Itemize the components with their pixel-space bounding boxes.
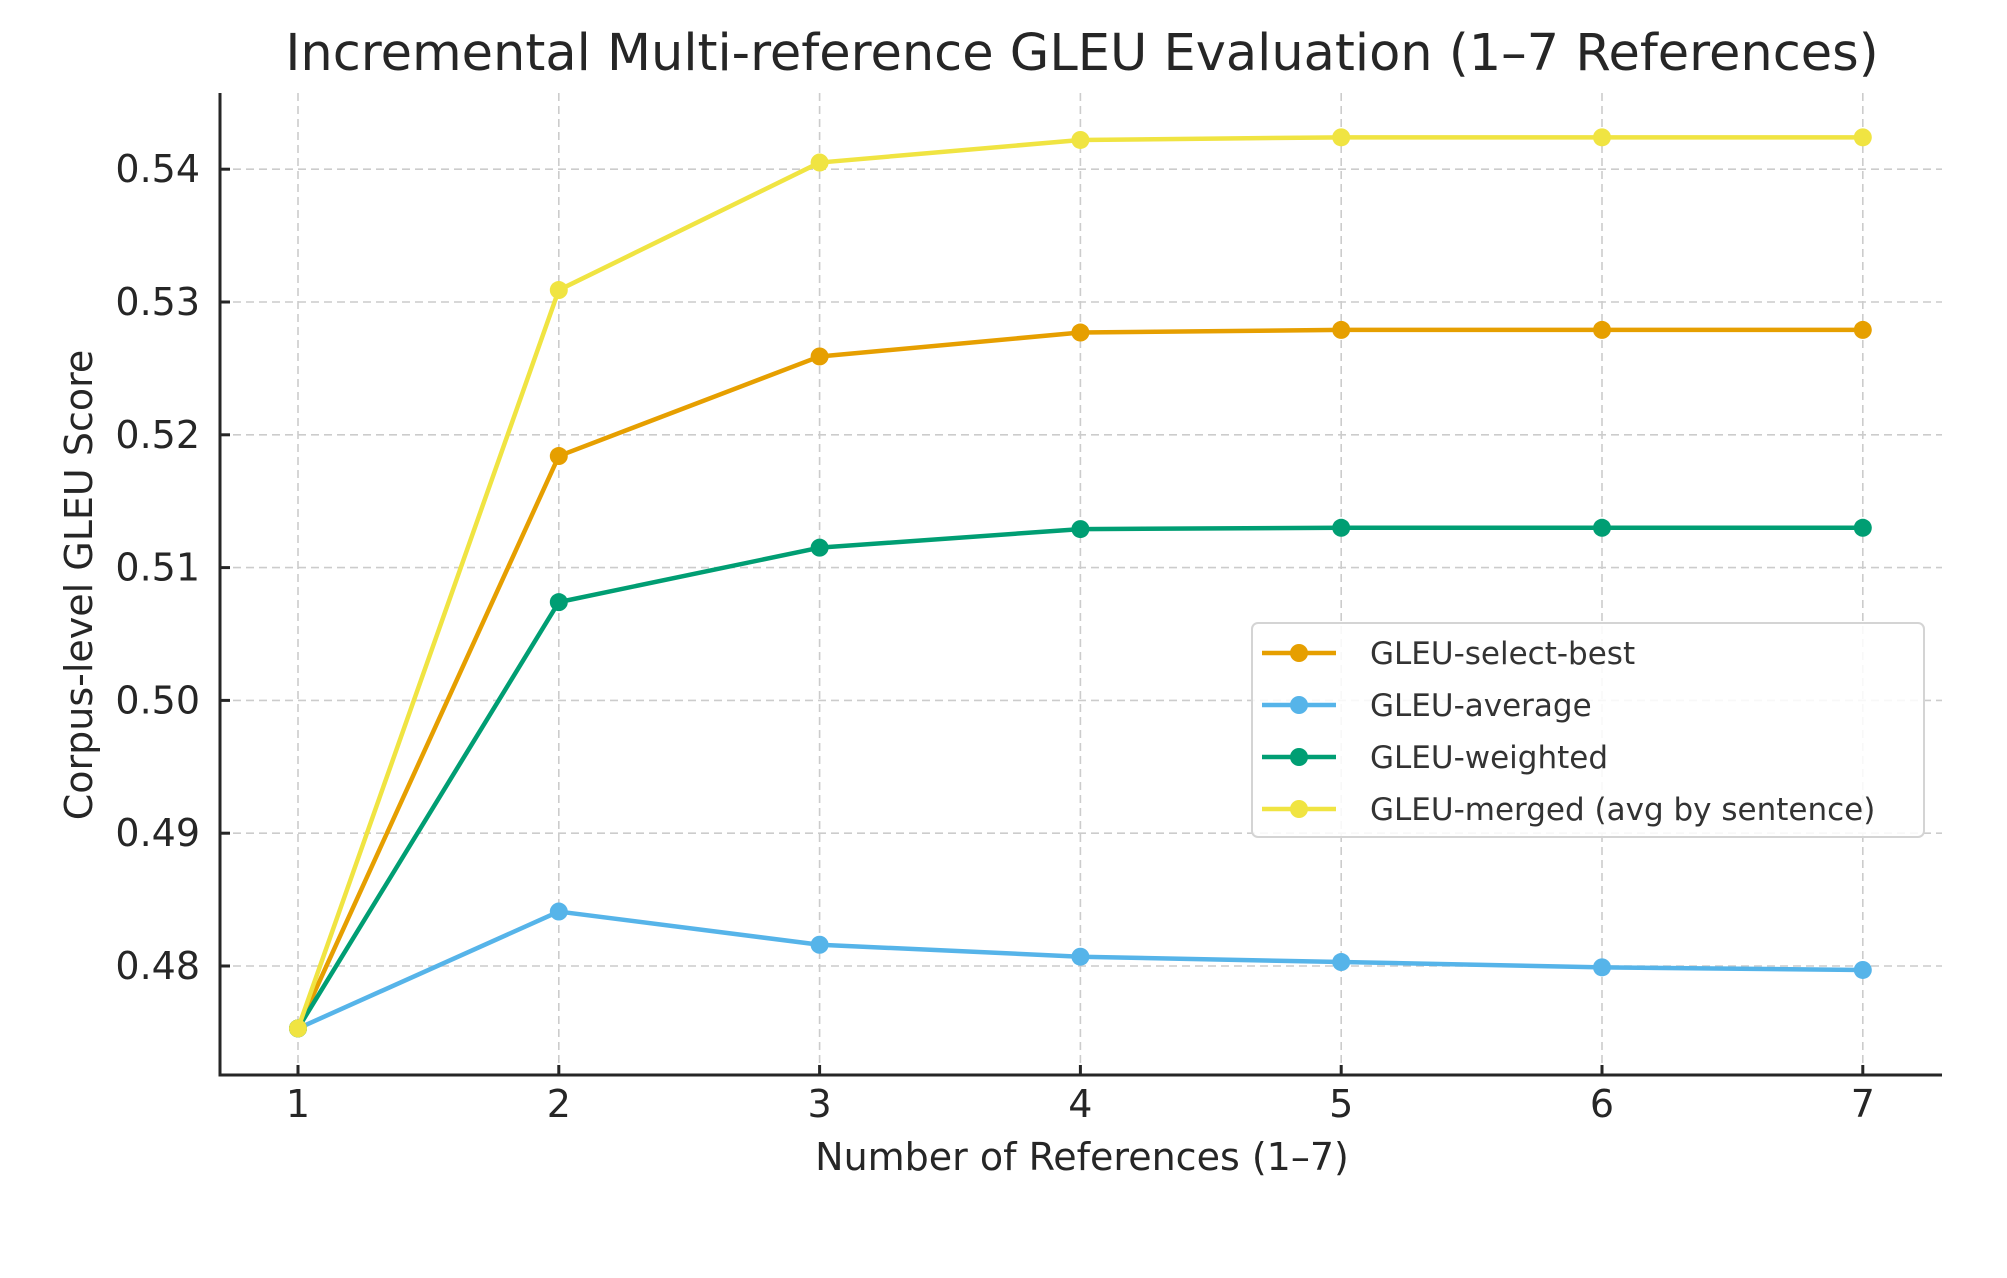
x-tick-label: 3	[808, 1082, 832, 1126]
data-point	[1332, 518, 1351, 537]
legend-marker-icon	[1290, 748, 1308, 766]
y-tick-label: 0.51	[115, 546, 200, 590]
ticks: 1 2 3 4 5 6 7 0.48 0.49 0.50 0.51 0.52 0.53 0.54	[115, 147, 1875, 1126]
data-point	[1071, 520, 1090, 539]
x-tick-label: 6	[1590, 1082, 1614, 1126]
data-point	[1593, 320, 1611, 339]
series-gleu-merged-avg-by-sentence	[289, 128, 1872, 1038]
series-line	[295, 135, 1863, 1030]
data-point	[810, 538, 829, 557]
legend-entry: GLEU-select-best	[1262, 636, 1635, 672]
legend-frame	[1251, 622, 1925, 838]
x-tick-label: 4	[1068, 1082, 1092, 1126]
legend-entry: GLEU-weighted	[1262, 740, 1608, 776]
data-point	[549, 902, 568, 921]
y-tick-label: 0.53	[115, 280, 200, 324]
data-point	[1853, 320, 1872, 339]
chart-title: Incremental Multi-reference GLEU Evaluat…	[285, 24, 1878, 83]
y-axis-label: Corpus-level GLEU Score	[57, 350, 101, 821]
legend: GLEU-select-best GLEU-average GLEU-weighte…	[1251, 622, 1925, 838]
x-tick-label: 2	[547, 1082, 571, 1126]
legend-marker-icon	[1290, 800, 1308, 818]
data-point	[1853, 518, 1872, 537]
data-point	[810, 347, 829, 366]
y-tick-label: 0.50	[115, 678, 200, 722]
data-point	[1071, 323, 1090, 342]
data-point	[1332, 128, 1351, 147]
legend-entry: GLEU-merged (avg by sentence)	[1262, 792, 1875, 828]
legend-marker-icon	[1290, 696, 1308, 714]
data-point	[1593, 518, 1611, 537]
data-point	[1593, 958, 1611, 977]
series-layer	[289, 128, 1872, 1038]
legend-label: GLEU-weighted	[1370, 740, 1608, 776]
data-point	[289, 1019, 307, 1038]
y-tick-label: 0.49	[115, 811, 200, 855]
legend-label: GLEU-merged (avg by sentence)	[1370, 792, 1875, 828]
y-tick-label: 0.48	[115, 944, 200, 988]
data-point	[1593, 128, 1611, 147]
data-point	[1071, 130, 1090, 149]
x-tick-label: 1	[286, 1082, 310, 1126]
data-point	[549, 593, 568, 612]
data-point	[1332, 953, 1351, 972]
data-point	[549, 281, 568, 300]
legend-label: GLEU-select-best	[1370, 636, 1635, 672]
data-point	[1853, 128, 1872, 147]
series-gleu-weighted	[289, 518, 1872, 1038]
legend-entry: GLEU-average	[1262, 688, 1592, 724]
y-tick-label: 0.54	[115, 147, 200, 191]
legend-label: GLEU-average	[1370, 688, 1592, 724]
data-point	[1853, 960, 1872, 979]
data-point	[810, 935, 829, 954]
data-point	[549, 447, 568, 466]
y-tick-label: 0.52	[115, 413, 200, 457]
x-tick-label: 7	[1851, 1082, 1875, 1126]
x-axis-label: Number of References (1–7)	[815, 1135, 1349, 1179]
grid	[220, 93, 1942, 1075]
data-point	[1071, 947, 1090, 966]
data-point	[810, 153, 829, 172]
data-point	[1332, 320, 1351, 339]
x-tick-label: 5	[1329, 1082, 1353, 1126]
legend-marker-icon	[1290, 644, 1308, 662]
